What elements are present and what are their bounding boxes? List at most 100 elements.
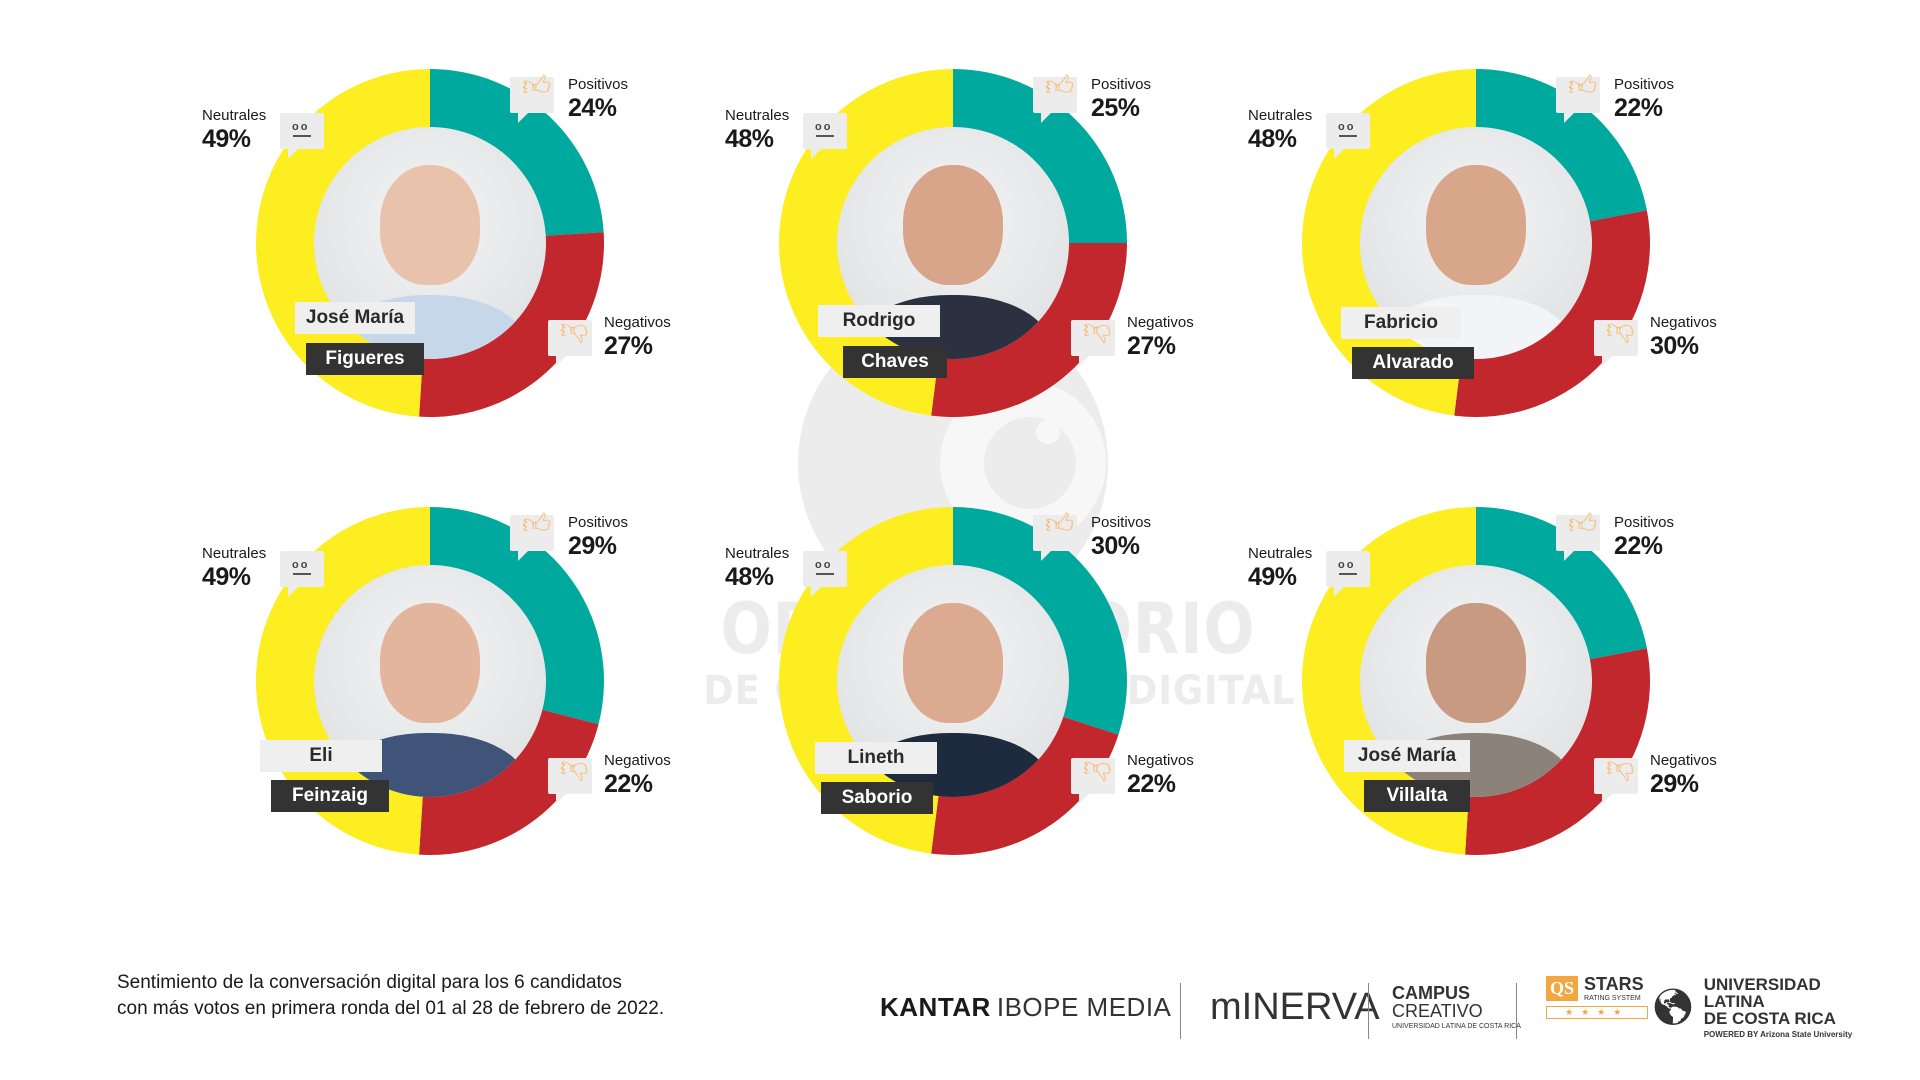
qs-stars-logo: QS STARS RATING SYSTEM ★★★★ <box>1546 974 1649 1039</box>
positive-label-value: 24% <box>568 94 617 122</box>
candidate-first-name: José María <box>1344 740 1470 772</box>
face-eyes: oo <box>815 559 833 571</box>
negative-label-caption: Negativos <box>1127 752 1194 769</box>
neutral-label: Neutrales 49% <box>202 107 266 153</box>
face-eyes: oo <box>1338 121 1356 133</box>
donut-slice-positive <box>430 507 604 725</box>
thumb-glyph: 👍︎ <box>1045 508 1075 539</box>
negative-label: Negativos 29% <box>1650 752 1717 798</box>
positive-label-value: 22% <box>1614 94 1663 122</box>
candidate-head <box>903 165 1003 285</box>
thumbs-down-icon: 👎︎ <box>548 314 592 366</box>
neutral-label: Neutrales 48% <box>725 107 789 153</box>
donut-slice-positive <box>1476 507 1647 660</box>
neutral-face-icon: oo <box>803 113 847 159</box>
positive-label-caption: Positivos <box>568 514 629 531</box>
positive-label: Positivos 30% <box>1091 514 1151 560</box>
candidate-card: oo 👍︎ 👎︎ Neutrales 48% Positivos 22% Negativos 3… <box>1248 69 1717 417</box>
neutral-label-value: 48% <box>1248 125 1297 153</box>
face-eyes: oo <box>292 559 310 571</box>
neutral-label-caption: Neutrales <box>725 545 790 562</box>
donut-slice-negative <box>1465 648 1650 855</box>
ulatina-line-2: DE COSTA RICA <box>1703 1008 1836 1028</box>
logo-divider <box>1516 983 1517 1039</box>
negative-label-caption: Negativos <box>604 314 671 331</box>
neutral-face-icon: oo <box>1326 551 1370 597</box>
candidate-head <box>903 603 1003 723</box>
neutral-label-value: 49% <box>1248 563 1297 591</box>
thumb-glyph: 👎︎ <box>560 313 589 344</box>
minerva-logo: mINERVA <box>1210 985 1380 1028</box>
kantar-ibope-logo: KANTAR IBOPE MEDIA <box>880 975 1171 1039</box>
logo-divider <box>1368 983 1369 1039</box>
candidate-card: oo 👍︎ 👎︎ Neutrales 48% Positivos 25% Negativos 2… <box>725 69 1194 417</box>
candidate-first-name: José María <box>295 302 415 334</box>
thumbs-up-icon: 👍︎ <box>1033 71 1077 123</box>
neutral-label-caption: Neutrales <box>1248 107 1313 124</box>
candidate-last-name: Saborio <box>821 782 933 814</box>
globe-icon: 🌎︎ <box>1650 986 1696 1027</box>
face-mouth <box>1339 135 1357 137</box>
campus-sub: UNIVERSIDAD LATINA DE COSTA RICA <box>1392 1022 1521 1030</box>
campus-line-1: CAMPUS <box>1392 982 1471 1003</box>
candidate-first-name: Fabricio <box>1341 307 1461 339</box>
face-mouth <box>816 135 834 137</box>
universidad-latina-logo: 🌎︎ UNIVERSIDAD LATINA DE COSTA RICA POWE… <box>1650 975 1880 1039</box>
thumb-glyph: 👎︎ <box>1083 313 1112 344</box>
face-mouth <box>293 573 311 575</box>
neutral-label: Neutrales 48% <box>725 545 789 591</box>
partner-logos: KANTAR IBOPE MEDIA mINERVA CAMPUS CREATI… <box>880 975 1880 1039</box>
candidate-last-name: Alvarado <box>1352 347 1474 379</box>
candidate-first-name: Eli <box>260 740 382 772</box>
caption-line-2: con más votos en primera ronda del 01 al… <box>117 998 665 1019</box>
negative-label-caption: Negativos <box>1650 752 1717 769</box>
thumb-glyph: 👍︎ <box>1568 508 1598 539</box>
donut-slice-negative <box>1454 210 1650 417</box>
neutral-label: Neutrales 49% <box>1248 545 1312 591</box>
candidate-last-name: Villalta <box>1364 780 1470 812</box>
positive-label-caption: Positivos <box>568 76 629 93</box>
negative-label-value: 27% <box>604 332 653 360</box>
positive-label-value: 25% <box>1091 94 1140 122</box>
negative-label-caption: Negativos <box>604 752 671 769</box>
positive-label: Positivos 29% <box>568 514 628 560</box>
neutral-label-value: 48% <box>725 563 774 591</box>
thumbs-down-icon: 👎︎ <box>548 752 592 804</box>
face-eyes: oo <box>1338 559 1356 571</box>
neutral-label: Neutrales 49% <box>202 545 266 591</box>
candidate-head <box>380 165 480 285</box>
candidate-card: oo 👍︎ 👎︎ Neutrales 49% Positivos 24% Negativos 2… <box>202 69 671 417</box>
candidate-card: oo 👍︎ 👎︎ Neutrales 49% Positivos 29% Negativos 2… <box>202 507 671 855</box>
neutral-face-icon: oo <box>280 113 324 159</box>
thumb-glyph: 👎︎ <box>560 751 589 782</box>
qs-star-rating: ★★★★ <box>1546 1006 1649 1019</box>
qs-stars-text: STARS <box>1584 974 1644 994</box>
thumbs-down-icon: 👎︎ <box>1594 314 1638 366</box>
neutral-label: Neutrales 48% <box>1248 107 1312 153</box>
campus-line-2: CREATIVO <box>1392 1000 1483 1021</box>
neutral-label-caption: Neutrales <box>202 545 267 562</box>
donut-slice-positive <box>953 507 1127 735</box>
face-eyes: oo <box>292 121 310 133</box>
ulatina-powered: POWERED BY Arizona State University <box>1703 1029 1853 1039</box>
thumbs-down-icon: 👎︎ <box>1071 314 1115 366</box>
negative-label: Negativos 22% <box>1127 752 1194 798</box>
positive-label-value: 22% <box>1614 532 1663 560</box>
donut-slice-positive <box>430 69 604 236</box>
neutral-label-value: 49% <box>202 563 251 591</box>
neutral-label-value: 49% <box>202 125 251 153</box>
positive-label: Positivos 24% <box>568 76 628 122</box>
thumbs-up-icon: 👍︎ <box>1033 509 1077 561</box>
positive-label-caption: Positivos <box>1614 76 1675 93</box>
neutral-face-icon: oo <box>803 551 847 597</box>
face-mouth <box>293 135 311 137</box>
neutral-label-caption: Neutrales <box>1248 545 1313 562</box>
candidate-last-name: Chaves <box>843 346 947 378</box>
candidate-card: oo 👍︎ 👎︎ Neutrales 48% Positivos 30% Negativos 2… <box>725 507 1194 855</box>
negative-label-value: 22% <box>604 770 653 798</box>
candidate-head <box>380 603 480 723</box>
negative-label: Negativos 30% <box>1650 314 1717 360</box>
negative-label-value: 22% <box>1127 770 1176 798</box>
campus-creativo-logo: CAMPUS CREATIVO UNIVERSIDAD LATINA DE CO… <box>1392 975 1521 1039</box>
qs-rating-text: RATING SYSTEM <box>1584 995 1641 1002</box>
